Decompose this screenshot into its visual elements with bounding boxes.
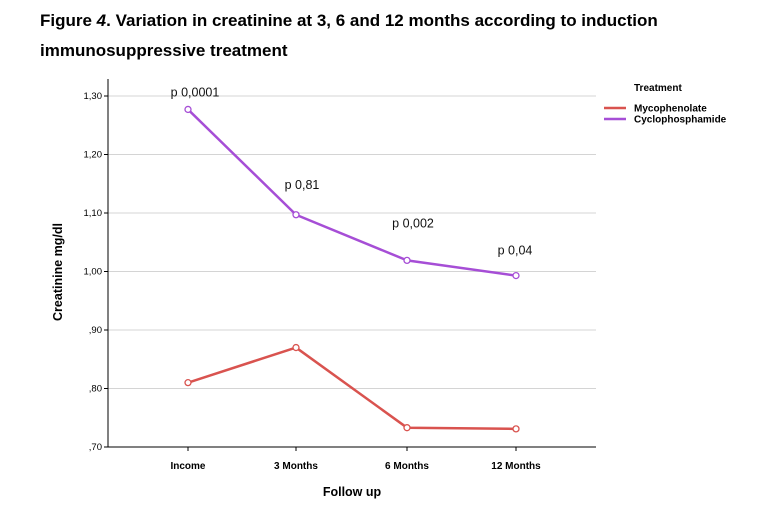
grid-lines — [108, 95, 596, 389]
p-value-label: p 0,0001 — [171, 85, 220, 99]
y-tick-label: ,70 — [89, 442, 102, 453]
y-tick-label: 1,10 — [84, 208, 103, 219]
legend-label: Cyclophosphamide — [634, 115, 727, 126]
figure-title-text: . Variation in creatinine at 3, 6 and 12… — [40, 11, 658, 60]
series-line-cyclophosphamide — [187, 108, 517, 277]
x-tick-label: Income — [170, 461, 205, 472]
axes — [107, 79, 596, 448]
figure-title-prefix: Figure — [40, 11, 97, 30]
p-value-annotations: p 0,0001 p 0,81 p 0,002 p 0,04 — [171, 85, 533, 257]
x-axis-title: Follow up — [323, 485, 382, 499]
y-axis-ticks: ,70 ,80 ,90 1,00 1,10 1,20 1,30 — [84, 91, 108, 453]
series-line-mycophenolate — [187, 346, 517, 431]
y-axis-title: Creatinine mg/dl — [51, 223, 65, 321]
data-point — [512, 425, 520, 433]
y-tick-label: 1,30 — [84, 91, 103, 102]
legend-label: Mycophenolate — [634, 104, 707, 115]
x-axis-ticks: Income 3 Months 6 Months 12 Months — [170, 447, 541, 472]
x-tick-label: 3 Months — [274, 461, 318, 472]
figure-title-number: 4 — [96, 11, 107, 30]
series-group — [184, 105, 520, 433]
data-point — [512, 271, 520, 280]
data-point — [292, 343, 300, 352]
data-point — [403, 424, 411, 432]
legend-title: Treatment — [634, 83, 682, 94]
y-tick-label: 1,20 — [84, 150, 103, 161]
x-tick-label: 12 Months — [491, 461, 541, 472]
figure-title: Figure 4. Variation in creatinine at 3, … — [40, 6, 740, 66]
y-tick-label: ,90 — [89, 325, 102, 336]
y-tick-label: 1,00 — [84, 267, 103, 278]
p-value-label: p 0,81 — [285, 178, 320, 192]
data-point — [184, 105, 192, 114]
y-tick-label: ,80 — [89, 384, 102, 395]
data-point — [184, 378, 192, 387]
data-point — [403, 256, 411, 265]
data-point — [292, 211, 300, 219]
p-value-label: p 0,002 — [392, 216, 434, 230]
p-value-label: p 0,04 — [498, 244, 533, 258]
x-tick-label: 6 Months — [385, 461, 429, 472]
